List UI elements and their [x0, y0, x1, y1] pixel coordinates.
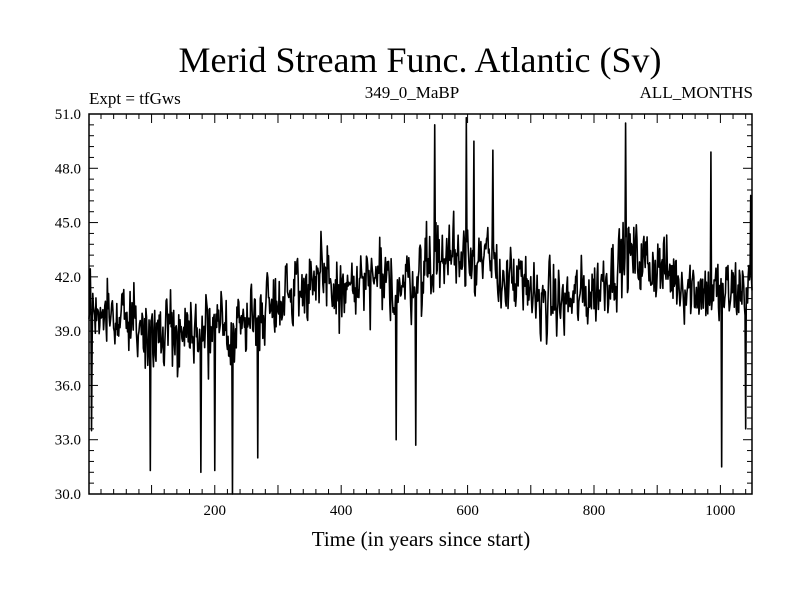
axis-tick-labels: 200 400 600 800 1000 30.0 33.0 36.0 39.0 42.0 45.0…	[55, 107, 736, 519]
chart-title: Merid Stream Func. Atlantic (Sv)	[179, 40, 662, 80]
series-line	[88, 116, 753, 495]
y-tick-label: 42.0	[55, 270, 81, 286]
x-tick-label: 800	[583, 503, 606, 519]
y-tick-label: 48.0	[55, 161, 81, 177]
x-axis-label: Time (in years since start)	[312, 527, 531, 551]
months-label: ALL_MONTHS	[640, 83, 753, 102]
y-tick-label: 51.0	[55, 107, 81, 123]
x-tick-label: 1000	[705, 503, 735, 519]
y-tick-label: 39.0	[55, 324, 81, 340]
y-tick-label: 45.0	[55, 216, 81, 232]
x-tick-label: 200	[204, 503, 227, 519]
axis-ticks	[89, 114, 752, 494]
y-tick-label: 33.0	[55, 433, 81, 449]
x-tick-label: 600	[456, 503, 479, 519]
experiment-label: Expt = tfGws	[89, 89, 181, 108]
period-label: 349_0_MaBP	[365, 83, 459, 102]
y-tick-label: 36.0	[55, 378, 81, 394]
y-tick-label: 30.0	[55, 487, 81, 503]
plot-frame	[88, 113, 753, 495]
x-tick-label: 400	[330, 503, 353, 519]
